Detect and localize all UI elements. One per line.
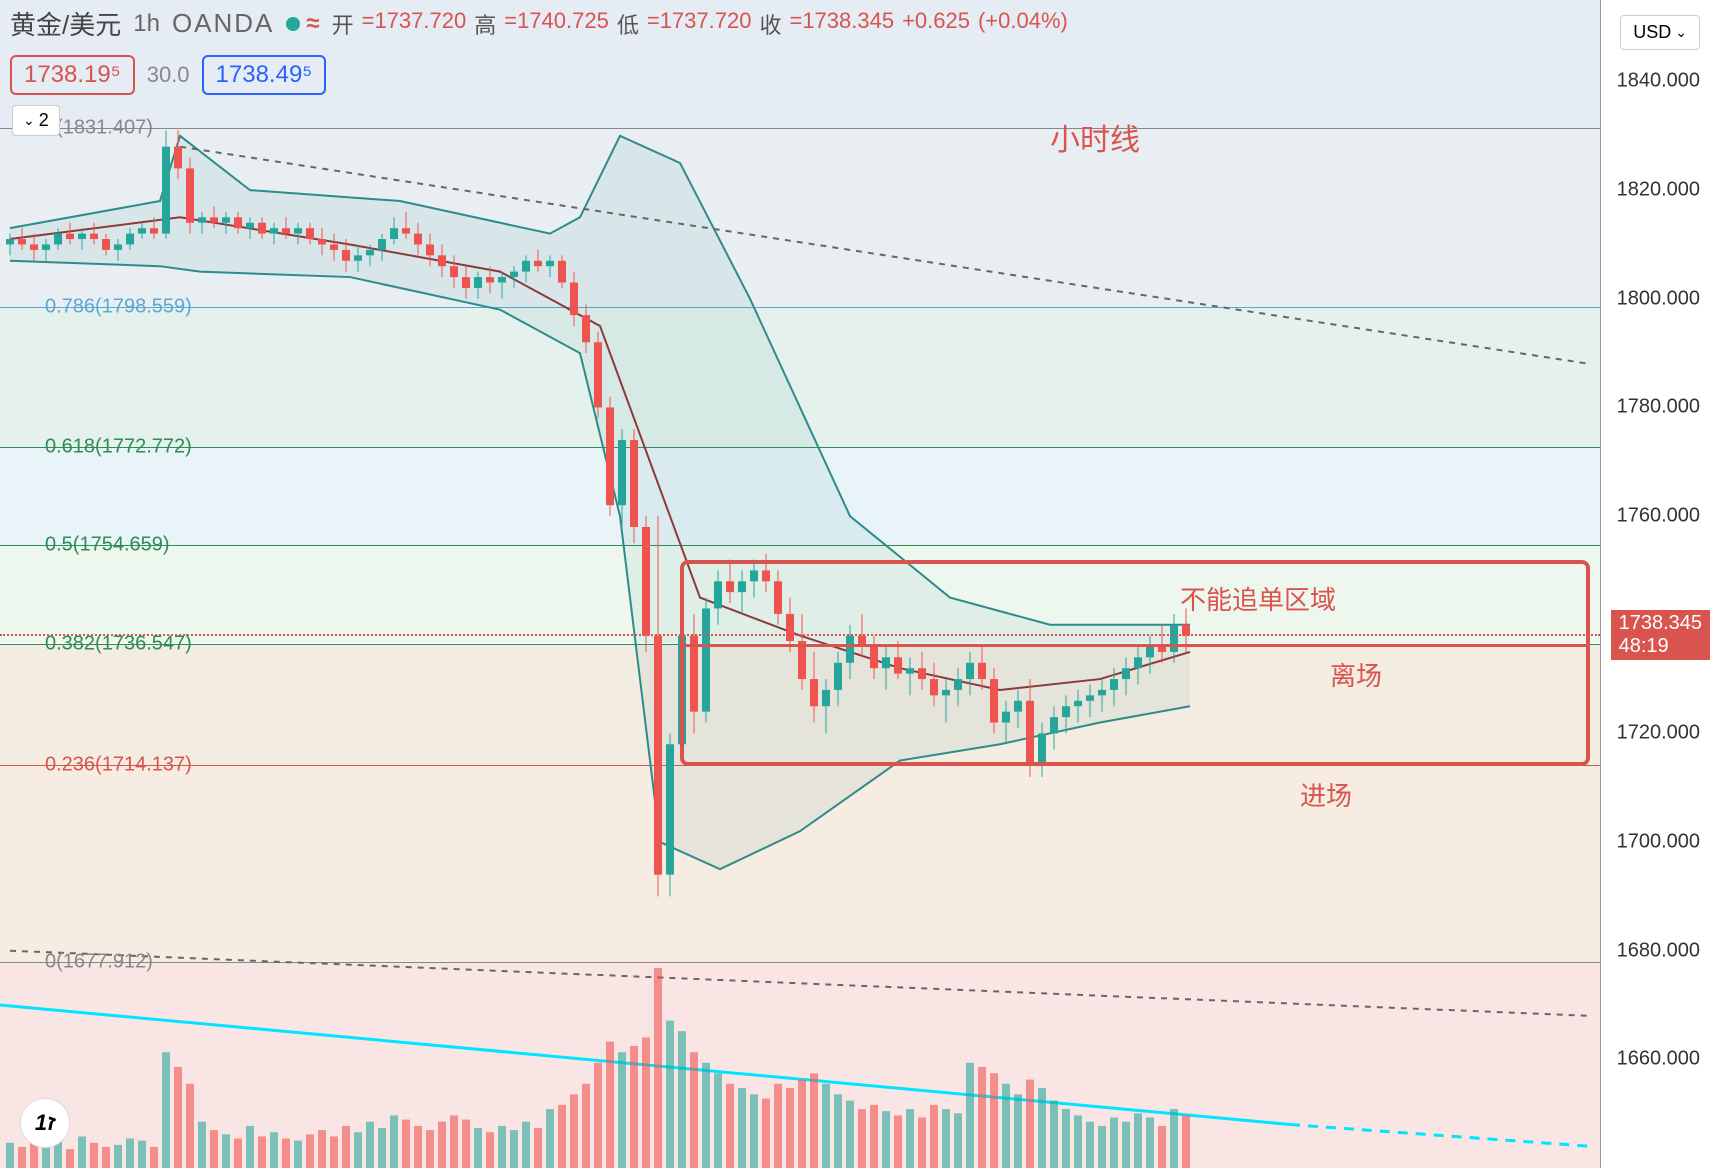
annotation-exit: 离场 [1330,656,1382,693]
chart-container: 黄金/美元 1h OANDA ≈ 开=1737.720 高=1740.725 低… [0,0,1710,1168]
countdown-value: 48:19 [1619,635,1702,658]
tradingview-logo[interactable]: 1ז [20,1098,70,1148]
open-value: =1737.720 [362,8,467,40]
y-tick: 1660.000 [1617,1048,1700,1071]
fib-label: 0.5(1754.659) [45,534,170,557]
change-value: +0.625 [902,8,970,40]
approx-icon: ≈ [306,10,319,38]
fib-label: 0.786(1798.559) [45,295,192,318]
y-tick: 1840.000 [1617,70,1700,93]
bid-price[interactable]: 1738.19⁵ [10,55,135,95]
low-value: =1737.720 [647,8,752,40]
price-value: 1738.345 [1619,612,1702,635]
chevron-down-icon: ⌄ [23,112,35,129]
highlight-box [680,560,1590,766]
y-tick: 1680.000 [1617,939,1700,962]
currency-value: USD [1633,22,1671,43]
low-label: 低 [617,8,639,40]
fib-label: 0.382(1736.547) [45,632,192,655]
dot-green-icon [286,17,300,31]
close-value: =1738.345 [789,8,894,40]
ask-price[interactable]: 1738.49⁵ [202,55,327,95]
change-pct-value: (+0.04%) [978,8,1068,40]
open-label: 开 [332,8,354,40]
high-label: 高 [474,8,496,40]
fib-label: 0.618(1772.772) [45,435,192,458]
y-tick: 1700.000 [1617,831,1700,854]
indicator-dropdown[interactable]: ⌄ 2 [12,105,60,136]
y-tick: 1800.000 [1617,287,1700,310]
high-value: =1740.725 [504,8,609,40]
annotation-entry: 进场 [1300,776,1352,813]
y-tick: 1760.000 [1617,505,1700,528]
chevron-down-icon: ⌄ [1675,24,1687,41]
sub-header: 1738.19⁵ 30.0 1738.49⁵ [10,55,326,95]
fib-label: 1(1831.407) [45,117,153,140]
y-axis[interactable]: 1660.0001680.0001700.0001720.0001740.000… [1600,0,1710,1168]
close-label: 收 [759,8,781,40]
symbol-label[interactable]: 黄金/美元 [10,5,121,42]
fib-label: 0(1677.912) [45,951,153,974]
annotation-no-chase: 不能追单区域 [1180,580,1336,617]
provider-label: OANDA [172,8,274,39]
chart-header: 黄金/美元 1h OANDA ≈ 开=1737.720 高=1740.725 低… [10,5,1068,42]
indicator-dots: ≈ [286,10,319,38]
highlight-line [680,644,1590,647]
y-tick: 1820.000 [1617,179,1700,202]
currency-selector[interactable]: USD ⌄ [1620,15,1700,50]
fib-label: 0.236(1714.137) [45,754,192,777]
ohlc-display: 开=1737.720 高=1740.725 低=1737.720 收=1738.… [332,8,1068,40]
timeframe-label[interactable]: 1h [133,10,160,38]
y-tick: 1720.000 [1617,722,1700,745]
y-tick: 1780.000 [1617,396,1700,419]
mid-value: 30.0 [147,62,190,88]
annotation-title: 小时线 [1050,115,1140,159]
current-price-label: 1738.345 48:19 [1611,610,1710,660]
dropdown-value: 2 [39,110,49,131]
